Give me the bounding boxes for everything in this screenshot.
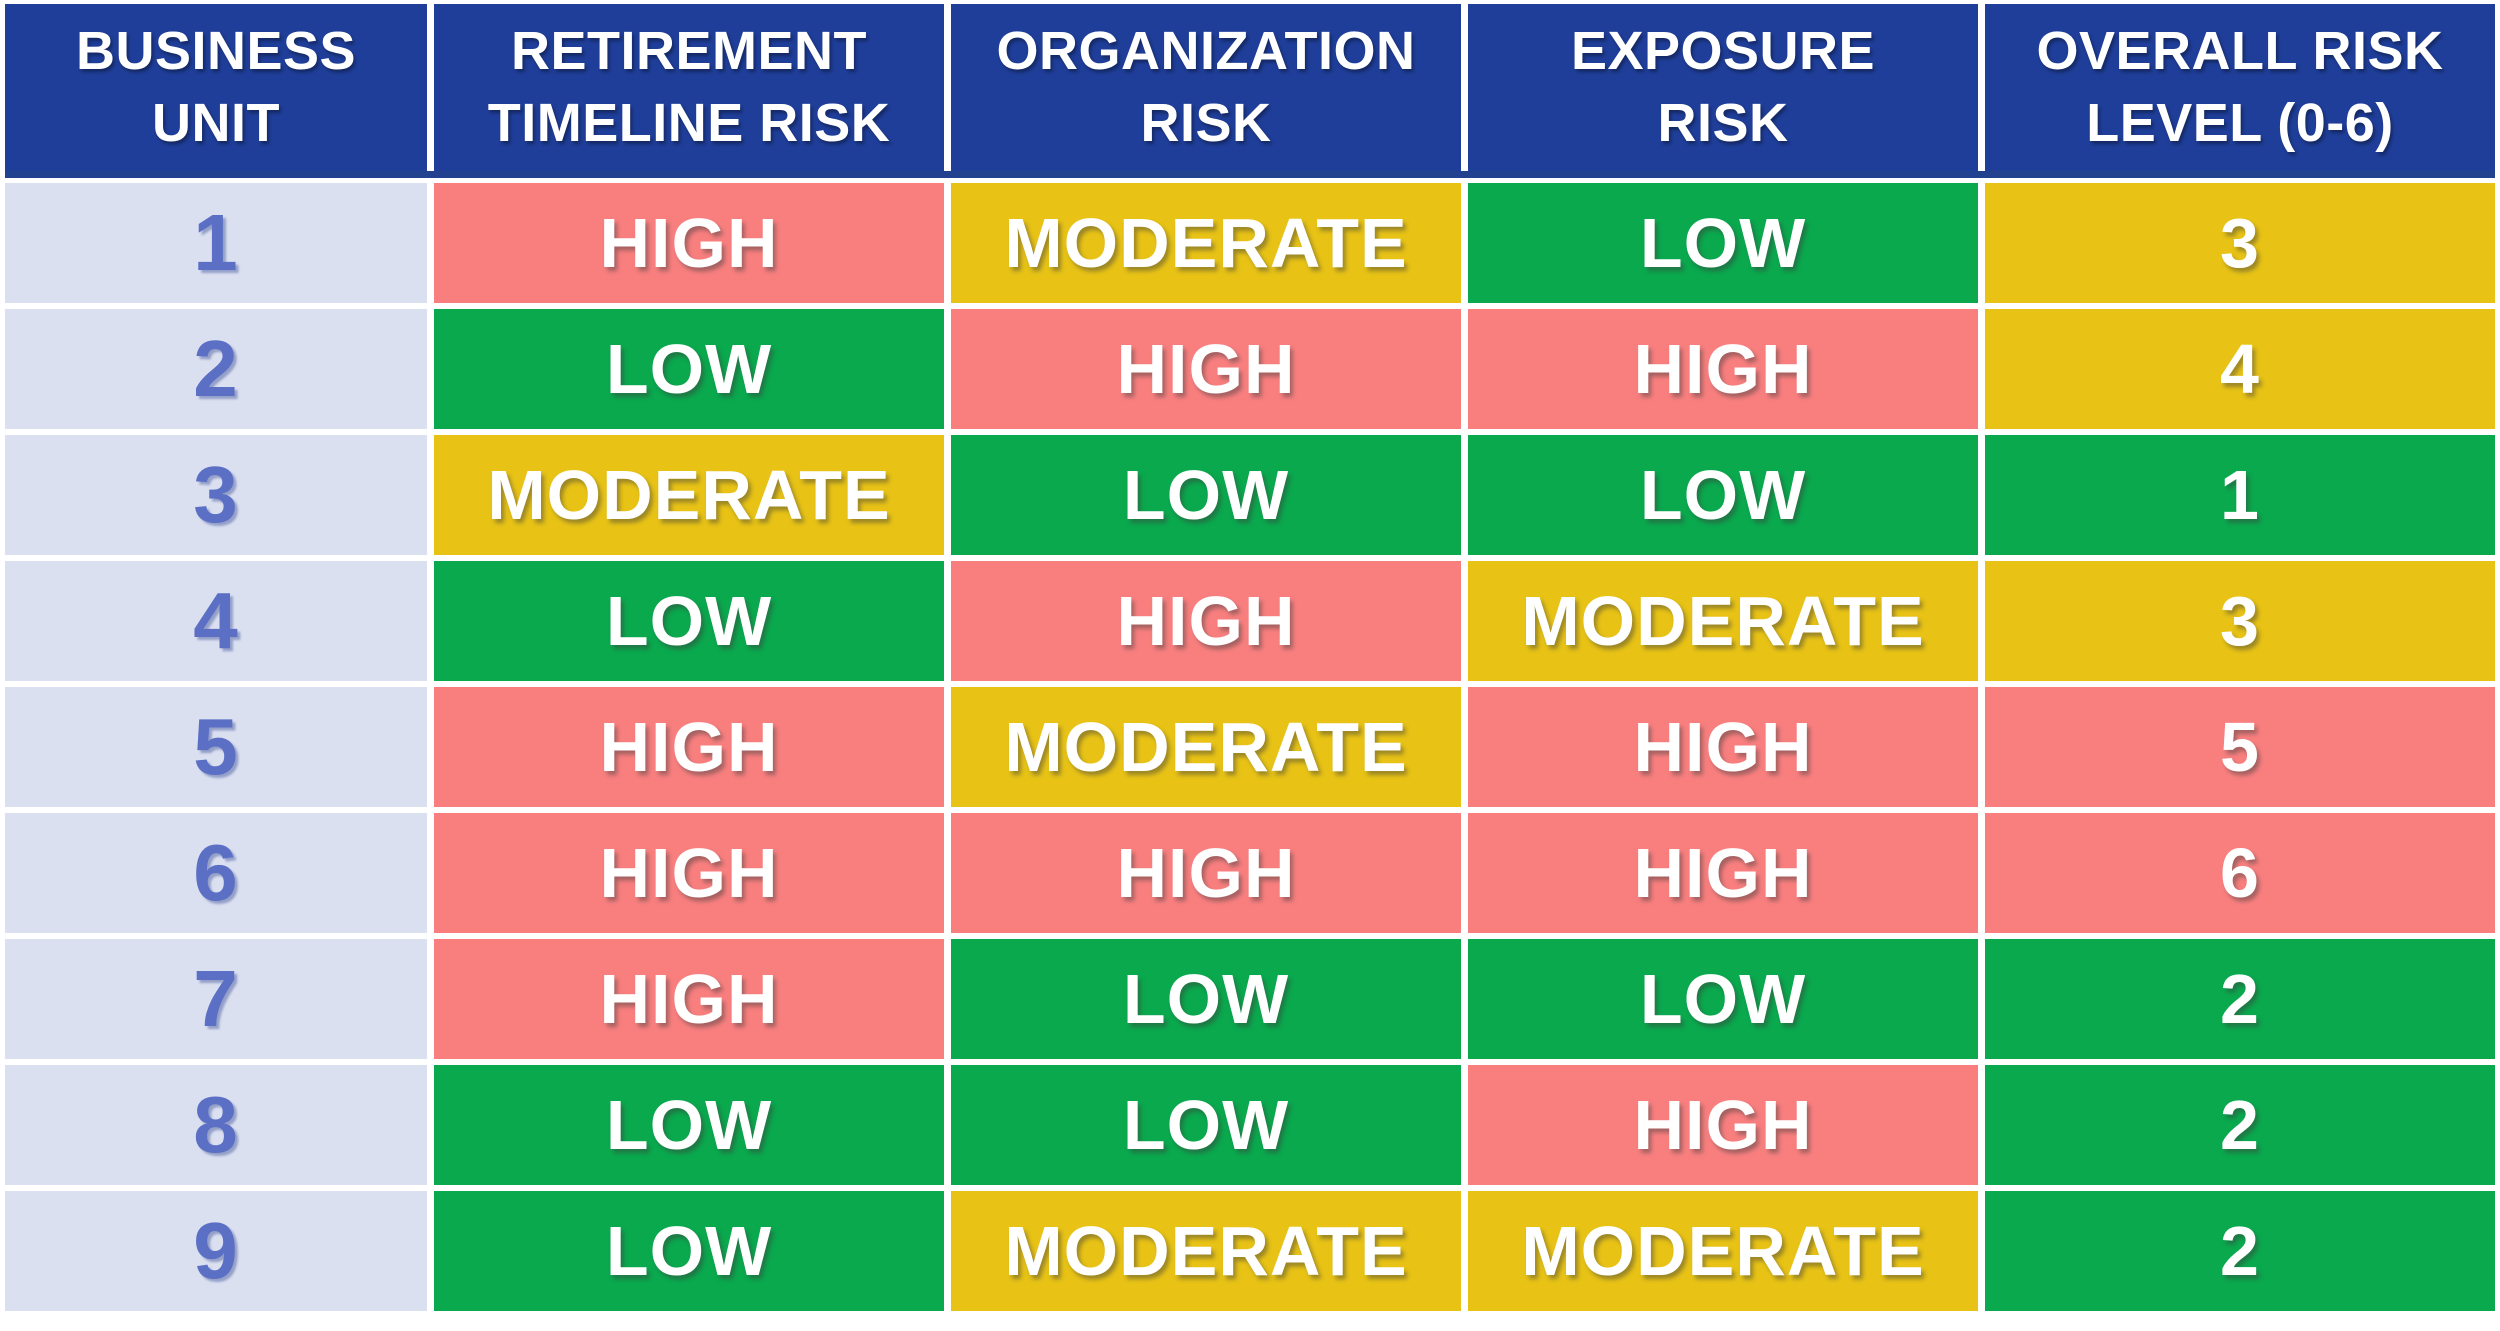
header-underline-rule (5, 171, 2495, 178)
business-unit-cell: 1 (5, 183, 427, 303)
risk-cell: MODERATE (1468, 561, 1978, 681)
header-line: ORGANIZATION (996, 21, 1416, 82)
column-header-retirement-timeline-risk: RETIREMENT TIMELINE RISK (434, 4, 944, 171)
risk-cell: MODERATE (951, 1191, 1461, 1311)
risk-cell: 2 (1985, 1065, 2495, 1185)
header-line: RISK (1140, 92, 1272, 153)
risk-cell: LOW (1468, 183, 1978, 303)
risk-cell: LOW (434, 561, 944, 681)
risk-cell: HIGH (434, 183, 944, 303)
header-line: TIMELINE RISK (487, 92, 891, 153)
business-unit-cell: 2 (5, 309, 427, 429)
risk-cell: LOW (1468, 435, 1978, 555)
risk-cell: LOW (951, 1065, 1461, 1185)
column-header-exposure-risk: EXPOSURE RISK (1468, 4, 1978, 171)
risk-cell: HIGH (951, 813, 1461, 933)
business-unit-cell: 9 (5, 1191, 427, 1311)
risk-cell: MODERATE (951, 687, 1461, 807)
table-row: 4 LOW HIGH MODERATE 3 (5, 561, 2495, 681)
table-row: 9 LOW MODERATE MODERATE 2 (5, 1191, 2495, 1311)
risk-cell: HIGH (1468, 1065, 1978, 1185)
header-line: RETIREMENT (511, 21, 867, 82)
header-line: RISK (1657, 92, 1789, 153)
risk-cell: LOW (434, 1065, 944, 1185)
risk-cell: LOW (1468, 939, 1978, 1059)
table-row: 7 HIGH LOW LOW 2 (5, 939, 2495, 1059)
risk-cell: MODERATE (434, 435, 944, 555)
table-row: 3 MODERATE LOW LOW 1 (5, 435, 2495, 555)
risk-cell: LOW (951, 939, 1461, 1059)
table-row: 6 HIGH HIGH HIGH 6 (5, 813, 2495, 933)
risk-cell: LOW (951, 435, 1461, 555)
column-header-organization-risk: ORGANIZATION RISK (951, 4, 1461, 171)
header-line: BUSINESS (75, 21, 357, 82)
table-header-row: BUSINESS UNIT RETIREMENT TIMELINE RISK O… (5, 4, 2495, 171)
risk-cell: 4 (1985, 309, 2495, 429)
risk-cell: 2 (1985, 939, 2495, 1059)
risk-cell: 3 (1985, 183, 2495, 303)
business-unit-cell: 4 (5, 561, 427, 681)
business-unit-cell: 3 (5, 435, 427, 555)
risk-cell: HIGH (434, 687, 944, 807)
risk-cell: 5 (1985, 687, 2495, 807)
header-line: LEVEL (0-6) (2086, 92, 2394, 153)
risk-cell: LOW (434, 1191, 944, 1311)
risk-cell: LOW (434, 309, 944, 429)
risk-cell: HIGH (1468, 309, 1978, 429)
risk-cell: 3 (1985, 561, 2495, 681)
header-line: OVERALL RISK (2036, 21, 2444, 82)
header-line: UNIT (152, 92, 280, 153)
table-body: 1 HIGH MODERATE LOW 3 2 LOW HIGH HIGH 4 3 MODERATE L… (5, 183, 2495, 1311)
risk-cell: HIGH (434, 813, 944, 933)
table-row: 5 HIGH MODERATE HIGH 5 (5, 687, 2495, 807)
risk-cell: HIGH (434, 939, 944, 1059)
header-line: EXPOSURE (1570, 21, 1876, 82)
risk-cell: 6 (1985, 813, 2495, 933)
risk-cell: 2 (1985, 1191, 2495, 1311)
column-header-business-unit: BUSINESS UNIT (5, 4, 427, 171)
column-header-overall-risk-level: OVERALL RISK LEVEL (0-6) (1985, 4, 2495, 171)
business-unit-cell: 6 (5, 813, 427, 933)
risk-cell: HIGH (951, 561, 1461, 681)
table-row: 8 LOW LOW HIGH 2 (5, 1065, 2495, 1185)
business-unit-cell: 5 (5, 687, 427, 807)
risk-cell: HIGH (951, 309, 1461, 429)
table-row: 2 LOW HIGH HIGH 4 (5, 309, 2495, 429)
business-unit-cell: 8 (5, 1065, 427, 1185)
risk-cell: MODERATE (1468, 1191, 1978, 1311)
risk-cell: 1 (1985, 435, 2495, 555)
risk-cell: HIGH (1468, 687, 1978, 807)
risk-cell: HIGH (1468, 813, 1978, 933)
risk-cell: MODERATE (951, 183, 1461, 303)
business-unit-cell: 7 (5, 939, 427, 1059)
table-row: 1 HIGH MODERATE LOW 3 (5, 183, 2495, 303)
